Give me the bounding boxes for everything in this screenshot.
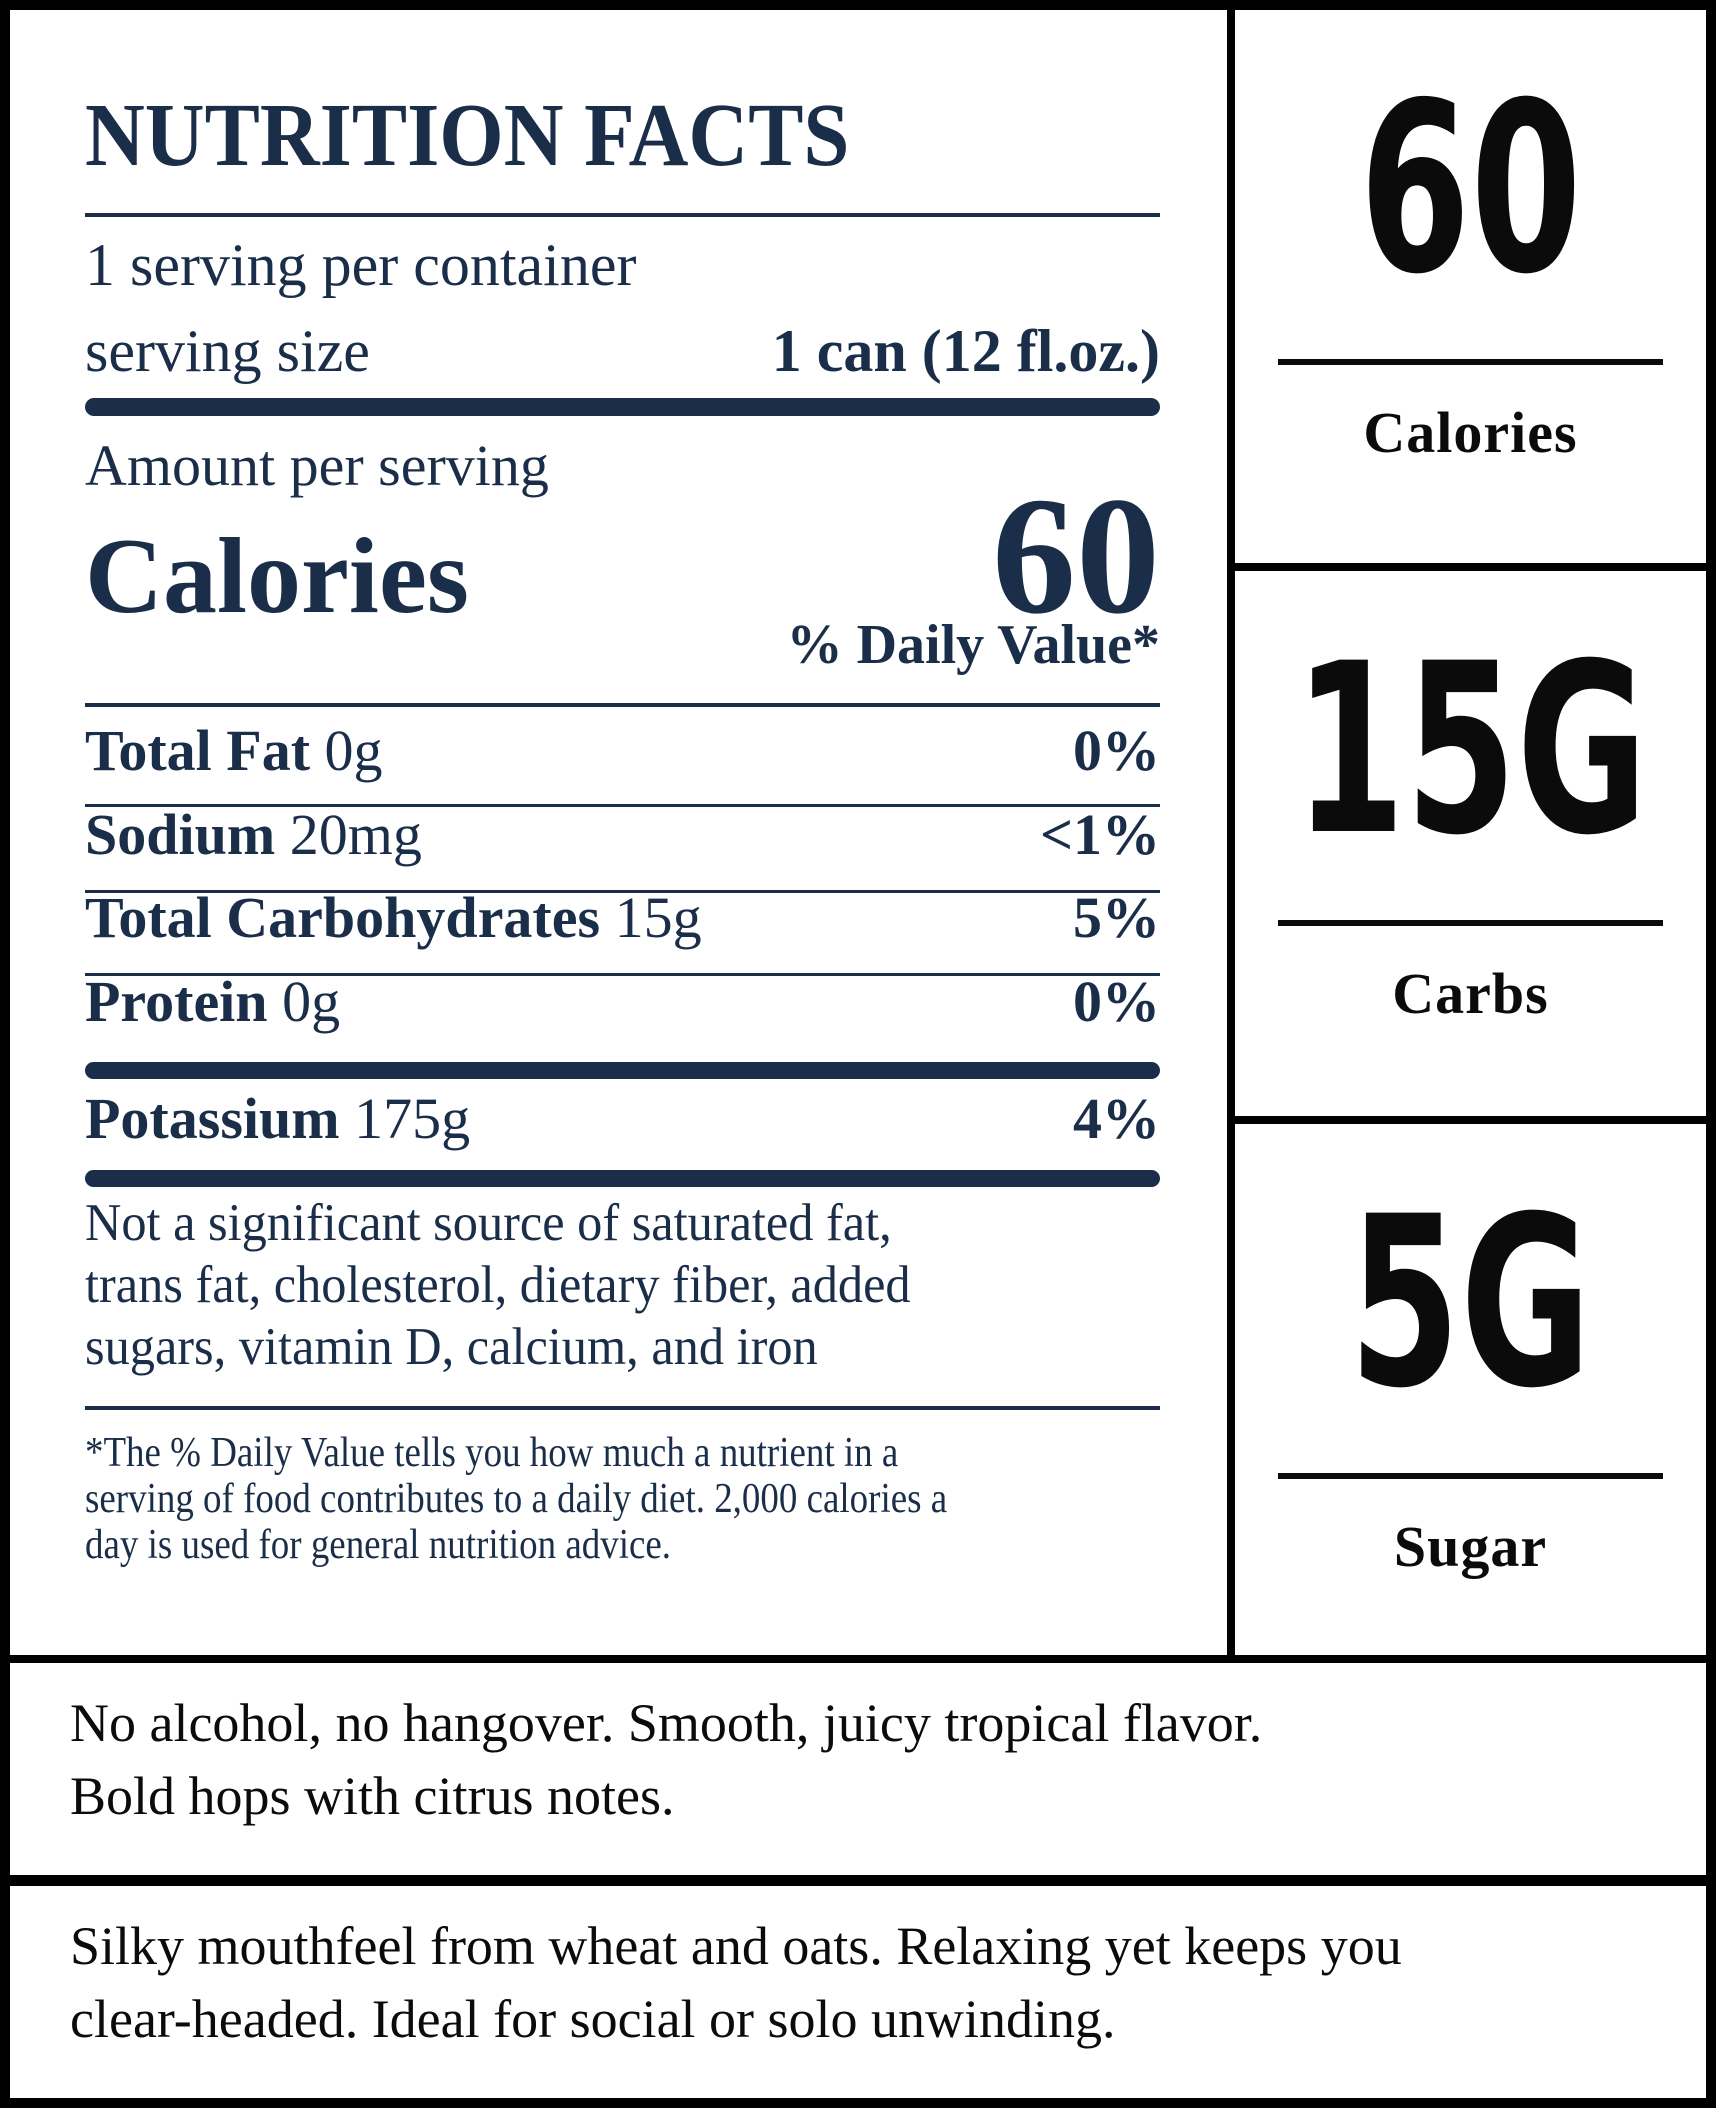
nutrient-name: Potassium 175g [85, 1086, 471, 1151]
title-divider [85, 213, 1160, 217]
daily-value-footnote: *The % Daily Value tells you how much a … [85, 1430, 948, 1568]
daily-value-header: % Daily Value* [786, 614, 1160, 676]
thick-divider-potassium [85, 1170, 1160, 1187]
stat-cell-sugar: 5G Sugar [1235, 1124, 1706, 1655]
footnote-divider [85, 1406, 1160, 1410]
calories-row: Calories 60 [85, 472, 1160, 640]
row-divider [85, 973, 1160, 976]
calories-label: Calories [85, 517, 469, 636]
nutrient-row-sodium: Sodium 20mg <1% [85, 802, 1160, 868]
stat-divider [1278, 359, 1663, 365]
stat-cell-calories: 60 Calories [1235, 10, 1706, 563]
nutrient-name: Protein 0g [85, 969, 341, 1034]
stat-value-carbs: 15G [1293, 614, 1648, 887]
nutrient-dv: 0% [1073, 969, 1160, 1034]
nutrient-dv: 5% [1073, 885, 1160, 950]
calories-value: 60 [992, 463, 1160, 649]
nutrient-name: Total Carbohydrates 15g [85, 885, 702, 950]
nutrition-facts-panel: NUTRITION FACTS 1 serving per container … [10, 10, 1227, 1655]
nutrition-facts-title: NUTRITION FACTS [85, 86, 850, 185]
stat-cell-carbs: 15G Carbs [1235, 571, 1706, 1116]
row-divider [85, 804, 1160, 807]
nutrient-row-total-carbohydrates: Total Carbohydrates 15g 5% [85, 885, 1160, 951]
thick-divider-protein [85, 1062, 1160, 1079]
stat-label-carbs: Carbs [1392, 961, 1549, 1026]
servings-per-container: 1 serving per container [85, 232, 637, 298]
stat-label-calories: Calories [1363, 400, 1578, 465]
flavor-description: No alcohol, no hangover. Smooth, juicy t… [10, 1663, 1706, 1875]
stat-label-sugar: Sugar [1393, 1514, 1548, 1579]
nutrient-name: Total Fat 0g [85, 718, 383, 783]
nutrient-dv: 0% [1073, 718, 1160, 783]
not-significant-source-text: Not a significant source of saturated fa… [85, 1194, 911, 1376]
thick-divider-serving [85, 398, 1160, 416]
row-divider [85, 890, 1160, 893]
serving-size-value: 1 can (12 fl.oz.) [771, 318, 1160, 384]
serving-size-label: serving size [85, 318, 370, 384]
nutrient-row-potassium: Potassium 175g 4% [85, 1086, 1160, 1152]
amount-per-serving: Amount per serving [85, 433, 549, 498]
nutrient-dv: <1% [1039, 802, 1160, 867]
nutrient-row-total-fat: Total Fat 0g 0% [85, 718, 1160, 784]
nutrient-name: Sodium 20mg [85, 802, 422, 867]
daily-value-divider [85, 703, 1160, 707]
stat-divider [1278, 1473, 1663, 1479]
stat-divider [1278, 920, 1663, 926]
mouthfeel-description: Silky mouthfeel from wheat and oats. Rel… [10, 1886, 1706, 2098]
stat-value-calories: 60 [1359, 53, 1582, 326]
stat-value-sugar: 5G [1349, 1167, 1592, 1440]
serving-size-row: serving size 1 can (12 fl.oz.) [85, 316, 1160, 386]
nutrient-row-protein: Protein 0g 0% [85, 969, 1160, 1035]
nutrient-dv: 4% [1073, 1086, 1160, 1151]
